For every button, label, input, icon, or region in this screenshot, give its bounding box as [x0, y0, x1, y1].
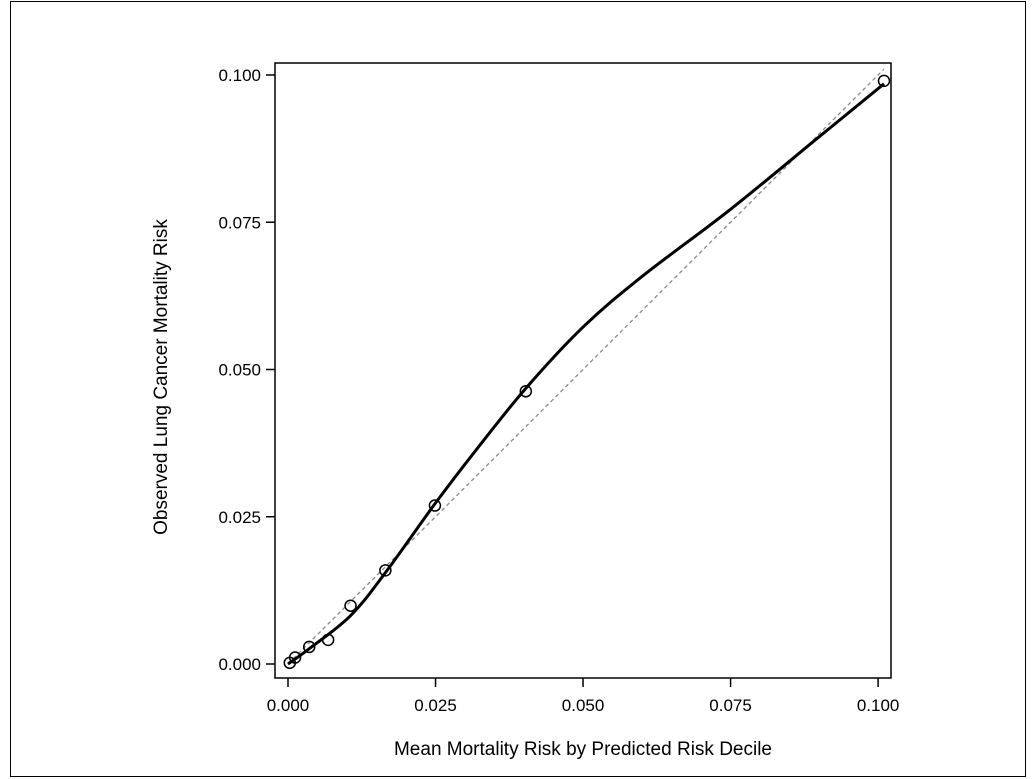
x-tick-label: 0.000 — [267, 696, 310, 715]
decile-points-layer — [283, 74, 891, 670]
calibration-curve-layer — [287, 82, 885, 666]
decile-point — [379, 564, 392, 577]
figure-frame — [10, 1, 1026, 777]
decile-point — [288, 651, 302, 664]
x-tick-label: 0.025 — [414, 696, 457, 715]
calibration-curve — [287, 82, 885, 666]
x-axis: 0.000 0.025 0.050 0.075 0.100 — [267, 678, 900, 715]
decile-point — [302, 640, 316, 654]
y-tick-label: 0.075 — [218, 213, 261, 232]
y-tick-label: 0.050 — [218, 361, 261, 380]
decile-point — [321, 633, 335, 647]
y-tick-label: 0.025 — [218, 508, 261, 527]
x-tick-label: 0.100 — [857, 696, 900, 715]
y-tick-label: 0.000 — [218, 655, 261, 674]
decile-point — [877, 74, 891, 88]
decile-point — [344, 599, 357, 612]
x-tick-label: 0.050 — [562, 696, 605, 715]
y-axis: 0.000 0.025 0.050 0.075 0.100 — [218, 66, 275, 674]
decile-point — [428, 499, 442, 512]
x-axis-title: Mean Mortality Risk by Predicted Risk De… — [394, 739, 772, 760]
y-axis-title: Observed Lung Cancer Mortality Risk — [151, 219, 172, 535]
decile-point — [519, 385, 533, 398]
y-tick-label: 0.100 — [218, 66, 261, 85]
x-tick-label: 0.075 — [709, 696, 752, 715]
